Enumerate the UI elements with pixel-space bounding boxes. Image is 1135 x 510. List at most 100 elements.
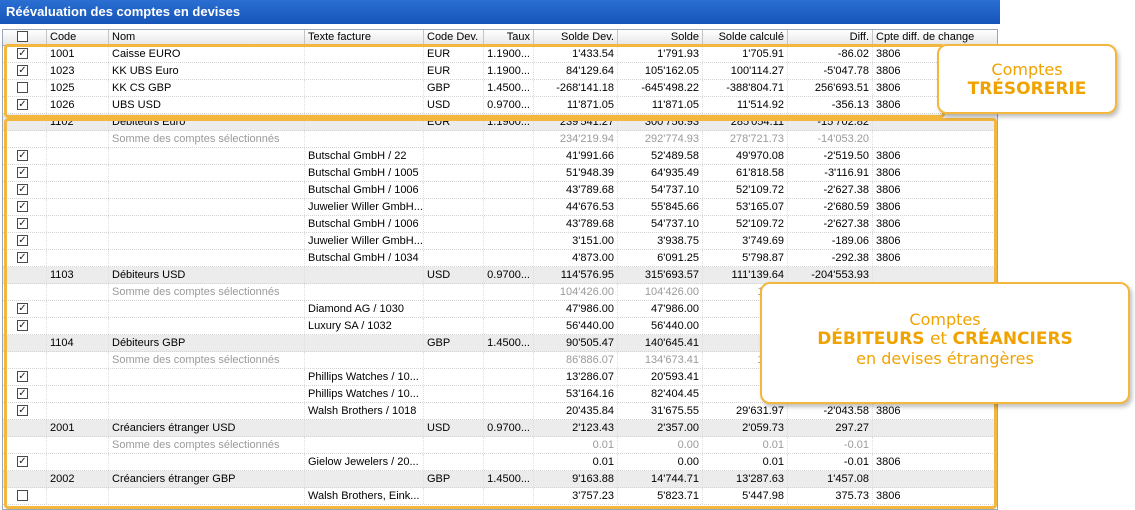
cell-code: 1025 [47,80,109,96]
cell-nom [109,165,305,181]
table-row[interactable]: ✓ Butschal GmbH / 1006 43'789.68 54'737.10 5… [3,182,997,199]
sum-row[interactable]: Somme des comptes sélectionnés 234'219.94… [3,131,997,148]
cell-dev [424,301,484,317]
cell-solde-dev: 4'873.00 [534,250,618,266]
column-header-calc[interactable]: Solde calculé [703,30,788,45]
cell-code: 1102 [47,114,109,130]
cell-dev [424,233,484,249]
row-checkbox[interactable]: ✓ [17,405,28,416]
cell-dev [424,318,484,334]
table-row[interactable]: ✓ Gielow Jewelers / 20... 0.01 0.00 0.01 -0.0… [3,454,997,471]
select-cell [3,352,47,368]
cell-dev: GBP [424,335,484,351]
row-checkbox[interactable]: ✓ [17,235,28,246]
table-row[interactable]: ✓ 1001 Caisse EURO EUR 1.1900... 1'433.54 1'79… [3,46,997,63]
table-row[interactable]: ✓ Juwelier Willer GmbH... 44'676.53 55'845.… [3,199,997,216]
cell-texte [305,437,424,453]
column-header-solde[interactable]: Solde [618,30,703,45]
table-row[interactable]: ✓ Walsh Brothers / 1018 20'435.84 31'675.55… [3,403,997,420]
cell-taux: 1.1900... [484,114,534,130]
column-header-cpte[interactable]: Cpte diff. de change [873,30,997,45]
cell-solde-dev: 104'426.00 [534,284,618,300]
cell-dev: EUR [424,63,484,79]
row-checkbox[interactable]: ✓ [17,150,28,161]
group-row[interactable]: 1102 Débiteurs Euro EUR 1.1900... 239'541.27… [3,114,997,131]
cell-diff: -2'680.59 [788,199,873,215]
column-header-solde-dev[interactable]: Solde Dev. [534,30,618,45]
row-checkbox[interactable] [17,82,28,93]
cell-code: 2001 [47,420,109,436]
row-checkbox[interactable]: ✓ [17,303,28,314]
cell-texte [305,80,424,96]
sum-row[interactable]: Somme des comptes sélectionnés 0.01 0.00 0.… [3,437,997,454]
group-row[interactable]: 2002 Créanciers étranger GBP GBP 1.4500... 9… [3,471,997,488]
row-checkbox[interactable]: ✓ [17,320,28,331]
cell-diff: -2'627.38 [788,216,873,232]
table-row[interactable]: 1025 KK CS GBP GBP 1.4500... -268'141.18 -645… [3,80,997,97]
row-checkbox[interactable]: ✓ [17,456,28,467]
select-cell [3,488,47,504]
cell-texte: Diamond AG / 1030 [305,301,424,317]
cell-solde-dev: 9'163.88 [534,471,618,487]
group-row[interactable]: 2001 Créanciers étranger USD USD 0.9700... 2… [3,420,997,437]
row-checkbox[interactable]: ✓ [17,167,28,178]
table-row[interactable]: ✓ Juwelier Willer GmbH... 3'151.00 3'938.75… [3,233,997,250]
row-checkbox[interactable] [17,490,28,501]
header-select-all[interactable] [3,30,47,45]
table-row[interactable]: ✓ Butschal GmbH / 1005 51'948.39 64'935.49 6… [3,165,997,182]
table-row[interactable]: ✓ 1026 UBS USD USD 0.9700... 11'871.05 11'871.… [3,97,997,114]
select-cell: ✓ [3,403,47,419]
cell-diff: -86.02 [788,46,873,62]
column-header-dev[interactable]: Code Dev. [424,30,484,45]
cell-cpte: 3806 [873,454,997,470]
cell-diff: -0.01 [788,437,873,453]
row-checkbox[interactable]: ✓ [17,252,28,263]
table-row[interactable]: ✓ Butschal GmbH / 1006 43'789.68 54'737.10 5… [3,216,997,233]
cell-taux: 1.4500... [484,80,534,96]
table-row[interactable]: ✓ Butschal GmbH / 22 41'991.66 52'489.58 49'… [3,148,997,165]
table-row[interactable]: ✓ Butschal GmbH / 1034 4'873.00 6'091.25 5'7… [3,250,997,267]
sum-row[interactable]: Somme des comptes sélectionnés 86'886.07 1… [3,352,997,369]
table-row[interactable]: Walsh Brothers, Eink... 3'757.23 5'823.71 5… [3,488,997,505]
cell-solde: 54'737.10 [618,216,703,232]
cell-dev [424,454,484,470]
select-all-checkbox[interactable] [17,31,28,42]
cell-calc: 2'059.73 [703,420,788,436]
cell-solde: -645'498.22 [618,80,703,96]
cell-nom: Débiteurs Euro [109,114,305,130]
cell-solde: 56'440.00 [618,318,703,334]
cell-solde: 11'871.05 [618,97,703,113]
cell-taux: 1.1900... [484,46,534,62]
row-checkbox[interactable]: ✓ [17,371,28,382]
cell-calc: 100'114.27 [703,63,788,79]
row-checkbox[interactable]: ✓ [17,388,28,399]
cell-nom: Somme des comptes sélectionnés [109,131,305,147]
column-header-taux[interactable]: Taux [484,30,534,45]
row-checkbox[interactable]: ✓ [17,218,28,229]
cell-taux: 1.4500... [484,335,534,351]
cell-calc: 61'818.58 [703,165,788,181]
table-row[interactable]: ✓ 1023 KK UBS Euro EUR 1.1900... 84'129.64 105… [3,63,997,80]
cell-calc: 0.01 [703,437,788,453]
group-row[interactable]: 1104 Débiteurs GBP GBP 1.4500... 90'505.47 14… [3,335,997,352]
column-header-nom[interactable]: Nom [109,30,305,45]
cell-solde: 0.00 [618,437,703,453]
cell-dev: USD [424,420,484,436]
row-checkbox[interactable]: ✓ [17,99,28,110]
row-checkbox[interactable]: ✓ [17,48,28,59]
cell-calc: 49'970.08 [703,148,788,164]
row-checkbox[interactable]: ✓ [17,201,28,212]
row-checkbox[interactable]: ✓ [17,65,28,76]
cell-texte: Butschal GmbH / 22 [305,148,424,164]
row-checkbox[interactable]: ✓ [17,184,28,195]
cell-dev [424,284,484,300]
column-header-texte[interactable]: Texte facture [305,30,424,45]
select-cell: ✓ [3,182,47,198]
group-row[interactable]: 1103 Débiteurs USD USD 0.9700... 114'576.95 3… [3,267,997,284]
column-header-code[interactable]: Code [47,30,109,45]
cell-calc: 5'447.98 [703,488,788,504]
cell-code [47,301,109,317]
column-header-diff[interactable]: Diff. [788,30,873,45]
